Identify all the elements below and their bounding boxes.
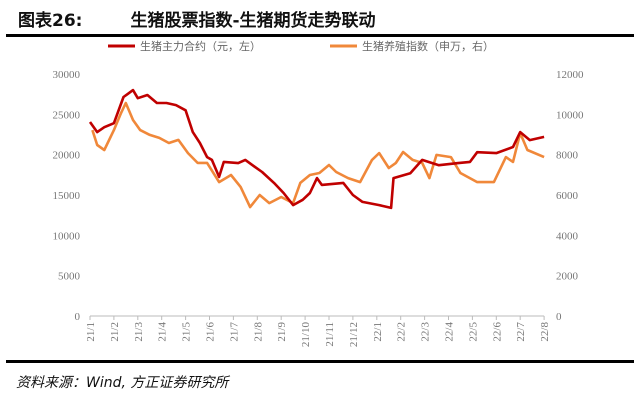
x-tick-label: 22/7 bbox=[515, 322, 527, 342]
x-tick-label: 21/4 bbox=[157, 322, 169, 342]
x-tick-label: 22/8 bbox=[539, 322, 551, 342]
y-left-tick-label: 10000 bbox=[53, 230, 81, 242]
source-note: 资料来源：Wind, 方正证券研究所 bbox=[16, 375, 229, 391]
x-tick-label: 21/10 bbox=[300, 322, 312, 348]
series-line-index bbox=[91, 101, 545, 209]
figure-label: 图表26: bbox=[18, 11, 83, 31]
legend-label-index: 生猪养殖指数（申万，右） bbox=[362, 39, 494, 53]
y-right-tick-label: 2000 bbox=[556, 271, 579, 283]
figure-title: 图表26: 生猪股票指数-生猪期货走势联动 bbox=[18, 6, 376, 31]
y-right-tick-label: 8000 bbox=[556, 150, 579, 162]
y-right-tick-label: 10000 bbox=[556, 109, 584, 121]
chart-title: 生猪股票指数-生猪期货走势联动 bbox=[130, 11, 376, 31]
y-right-tick-label: 0 bbox=[556, 311, 562, 323]
x-tick-label: 21/1 bbox=[85, 322, 97, 342]
y-right-tick-label: 4000 bbox=[556, 230, 579, 242]
x-tick-label: 22/1 bbox=[372, 322, 384, 342]
x-tick-label: 22/3 bbox=[420, 322, 432, 342]
y-left-tick-label: 25000 bbox=[53, 109, 81, 121]
y-left-tick-label: 5000 bbox=[58, 271, 81, 283]
x-tick-label: 22/2 bbox=[396, 322, 408, 342]
x-tick-label: 21/11 bbox=[324, 322, 336, 347]
x-tick-label: 21/9 bbox=[276, 322, 288, 342]
x-tick-label: 22/4 bbox=[444, 322, 456, 342]
x-tick-label: 21/6 bbox=[205, 322, 217, 342]
legend: 生猪主力合约（元，左） 生猪养殖指数（申万，右） bbox=[108, 39, 494, 53]
y-left-tick-label: 0 bbox=[75, 311, 81, 323]
y-right-tick-label: 12000 bbox=[556, 69, 584, 81]
y-left-tick-label: 30000 bbox=[53, 69, 81, 81]
x-tick-label: 21/2 bbox=[109, 322, 121, 342]
bottom-rule bbox=[6, 360, 634, 363]
legend-label-futures: 生猪主力合约（元，左） bbox=[140, 39, 261, 53]
x-tick-label: 21/5 bbox=[181, 322, 193, 342]
series-line-futures bbox=[88, 88, 545, 210]
y-left-tick-label: 15000 bbox=[53, 190, 81, 202]
top-rule bbox=[6, 34, 634, 37]
x-tick-label: 21/3 bbox=[133, 322, 145, 342]
x-tick-label: 22/6 bbox=[491, 322, 503, 342]
x-tick-label: 21/8 bbox=[252, 322, 264, 342]
x-tick-label: 21/7 bbox=[228, 322, 240, 342]
y-left-tick-label: 20000 bbox=[53, 150, 81, 162]
y-right-tick-label: 6000 bbox=[556, 190, 579, 202]
x-tick-label: 22/5 bbox=[467, 322, 479, 342]
x-tick-label: 21/12 bbox=[348, 322, 360, 347]
